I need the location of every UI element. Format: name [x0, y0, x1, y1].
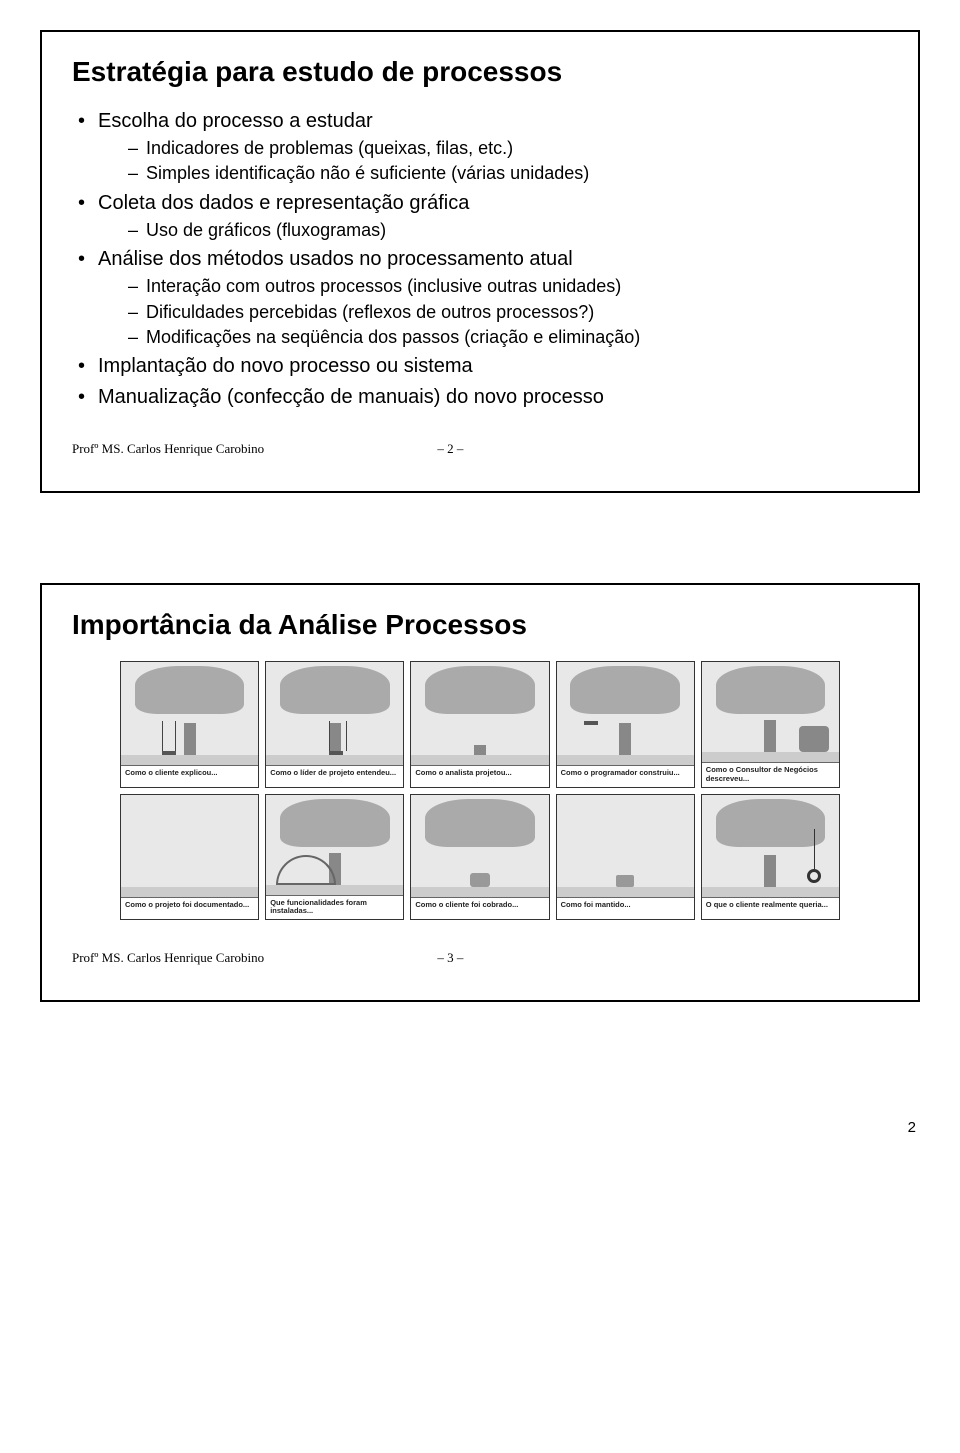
comic-caption: Como o cliente foi cobrado...: [411, 897, 548, 919]
comic-caption: Como o Consultor de Negócios descreveu..…: [702, 762, 839, 786]
comic-illustration: [121, 662, 258, 764]
comic-illustration: [266, 662, 403, 764]
comic-caption: Como o projeto foi documentado...: [121, 897, 258, 919]
slide-1-footer: Profº MS. Carlos Henrique Carobino – 2 –: [72, 441, 888, 457]
document-page: Estratégia para estudo de processos Esco…: [0, 0, 960, 1152]
page-number: 2: [908, 1119, 916, 1136]
footer-page-num: – 2 –: [437, 441, 463, 456]
comic-panel: Como o Consultor de Negócios descreveu..…: [701, 661, 840, 787]
slide-1: Estratégia para estudo de processos Esco…: [40, 30, 920, 493]
sub-bullet-item: Interação com outros processos (inclusiv…: [128, 275, 888, 298]
comic-grid: Como o cliente explicou... Como o líder …: [120, 661, 840, 920]
bullet-text: Análise dos métodos usados no processame…: [98, 248, 573, 270]
comic-caption: O que o cliente realmente queria...: [702, 897, 839, 919]
comic-panel: Como o líder de projeto entendeu...: [265, 661, 404, 787]
comic-illustration: [411, 795, 548, 897]
sub-bullet-list: Interação com outros processos (inclusiv…: [98, 275, 888, 349]
sub-bullet-list: Indicadores de problemas (queixas, filas…: [98, 137, 888, 186]
comic-illustration: [702, 795, 839, 897]
bullet-item: Manualização (confecção de manuais) do n…: [78, 384, 888, 411]
bullet-text: Coleta dos dados e representação gráfica: [98, 192, 469, 214]
sub-bullet-item: Simples identificação não é suficiente (…: [128, 162, 888, 185]
comic-panel: Como o programador construiu...: [556, 661, 695, 787]
comic-panel: Como foi mantido...: [556, 794, 695, 920]
comic-panel: Como o analista projetou...: [410, 661, 549, 787]
slide-1-title: Estratégia para estudo de processos: [72, 56, 888, 88]
comic-panel: Como o cliente foi cobrado...: [410, 794, 549, 920]
bullet-item: Escolha do processo a estudar Indicadore…: [78, 108, 888, 186]
footer-author: Profº MS. Carlos Henrique Carobino: [72, 950, 264, 965]
comic-illustration: [557, 795, 694, 897]
bullet-item: Coleta dos dados e representação gráfica…: [78, 190, 888, 242]
footer-author: Profº MS. Carlos Henrique Carobino: [72, 441, 264, 456]
sub-bullet-item: Modificações na seqüência dos passos (cr…: [128, 326, 888, 349]
sub-bullet-item: Uso de gráficos (fluxogramas): [128, 219, 888, 242]
comic-caption: Como o analista projetou...: [411, 765, 548, 787]
comic-illustration: [557, 662, 694, 764]
slide-1-bullet-list: Escolha do processo a estudar Indicadore…: [72, 108, 888, 411]
slide-2-title: Importância da Análise Processos: [72, 609, 888, 641]
slide-2: Importância da Análise Processos Como o …: [40, 583, 920, 1002]
comic-panel: Como o projeto foi documentado...: [120, 794, 259, 920]
comic-panel: Que funcionalidades foram instaladas...: [265, 794, 404, 920]
sub-bullet-list: Uso de gráficos (fluxogramas): [98, 219, 888, 242]
comic-caption: Como o cliente explicou...: [121, 765, 258, 787]
bullet-item: Análise dos métodos usados no processame…: [78, 246, 888, 349]
comic-illustration: [411, 662, 548, 764]
footer-page-num: – 3 –: [437, 950, 463, 965]
sub-bullet-item: Indicadores de problemas (queixas, filas…: [128, 137, 888, 160]
bullet-item: Implantação do novo processo ou sistema: [78, 353, 888, 380]
comic-illustration: [266, 795, 403, 895]
bullet-text: Escolha do processo a estudar: [98, 110, 373, 132]
comic-caption: Como o programador construiu...: [557, 765, 694, 787]
comic-illustration: [702, 662, 839, 762]
comic-caption: Como o líder de projeto entendeu...: [266, 765, 403, 787]
comic-panel: O que o cliente realmente queria...: [701, 794, 840, 920]
comic-caption: Como foi mantido...: [557, 897, 694, 919]
slide-2-footer: Profº MS. Carlos Henrique Carobino – 3 –: [72, 950, 888, 966]
comic-illustration: [121, 795, 258, 897]
comic-caption: Que funcionalidades foram instaladas...: [266, 895, 403, 919]
comic-panel: Como o cliente explicou...: [120, 661, 259, 787]
sub-bullet-item: Dificuldades percebidas (reflexos de out…: [128, 301, 888, 324]
